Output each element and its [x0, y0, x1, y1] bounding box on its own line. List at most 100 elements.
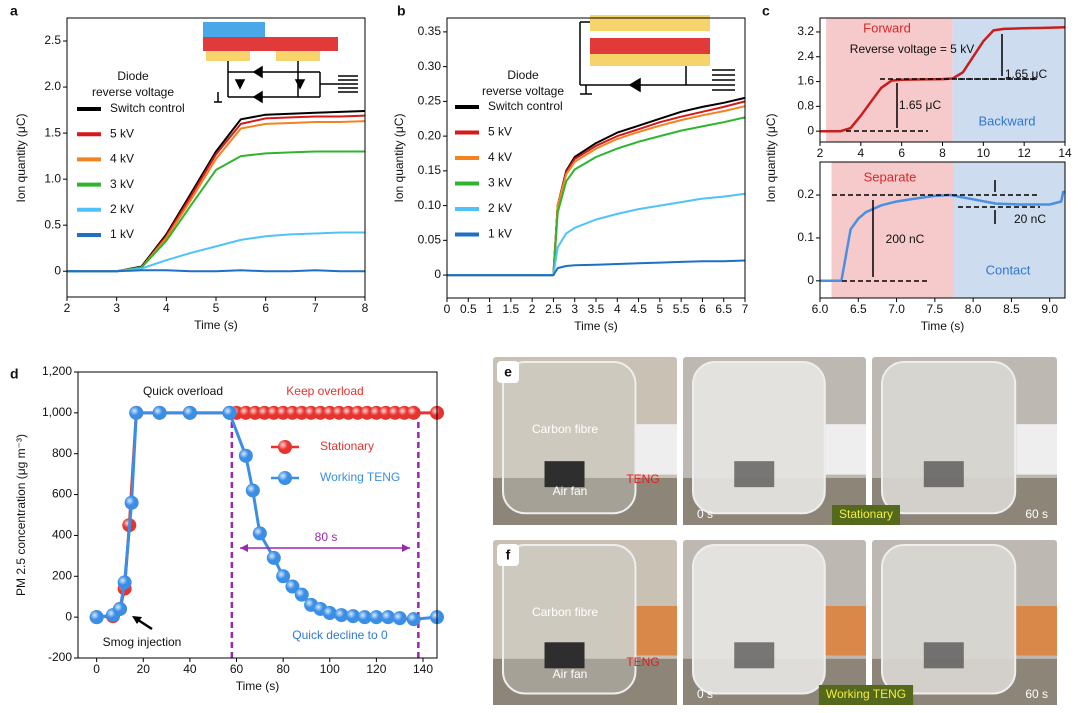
- panel-label: a: [10, 3, 18, 19]
- jar: [502, 544, 637, 695]
- y-tick-label: 3.2: [797, 24, 814, 38]
- x-tick-label: 140: [413, 662, 433, 676]
- x-tick-label: 9.0: [1041, 302, 1058, 316]
- y-tick-label: 0.1: [797, 230, 814, 244]
- plot-frame: [819, 17, 1066, 143]
- x-tick-label: 2.5: [545, 302, 562, 316]
- series-line: [96, 411, 437, 619]
- x-tick-label: 7: [312, 301, 319, 315]
- annotation: 20 nC: [1014, 212, 1046, 226]
- y-tick-label: 800: [52, 446, 72, 460]
- point-highlight: [393, 611, 407, 625]
- point-highlight: [334, 608, 348, 622]
- x-tick-label: 40: [183, 662, 197, 676]
- y-tick-label: 0.15: [418, 163, 442, 177]
- device: [636, 606, 677, 656]
- photo-label: Carbon fibre: [532, 422, 598, 436]
- series-line: [820, 26, 1066, 133]
- y-axis-label: PM 2.5 concentration (μg m⁻³): [14, 434, 28, 596]
- legend-label: 1 kV: [110, 227, 134, 241]
- panel-label: f: [506, 547, 511, 563]
- point-highlight: [267, 551, 281, 565]
- device: [825, 424, 866, 475]
- legend-label: 4 kV: [488, 150, 512, 164]
- photo-table: [493, 658, 677, 705]
- point-highlight: [381, 610, 395, 624]
- y-axis-label: Ion quantity (μC): [392, 114, 406, 203]
- x-tick-label: 3: [571, 302, 578, 316]
- plot-frame: [66, 17, 366, 298]
- plot-frame: [77, 371, 438, 659]
- x-axis-label: Time (s): [194, 318, 238, 332]
- x-tick-label: 2: [529, 302, 536, 316]
- legend-label: 3 kV: [488, 176, 512, 190]
- x-tick-label: 80: [276, 662, 290, 676]
- y-tick-label: 1.6: [797, 74, 814, 88]
- annotation: 200 nC: [886, 232, 925, 246]
- point-highlight: [246, 483, 260, 497]
- legend-label: 1 kV: [488, 227, 512, 241]
- plot-frame: [446, 17, 746, 299]
- label-box: [497, 544, 519, 566]
- annotation: 1.65 μC: [1005, 67, 1048, 81]
- point-highlight: [125, 496, 139, 510]
- legend-label: 5 kV: [110, 126, 134, 140]
- legend-swatch: [278, 440, 292, 454]
- y-tick-label: -200: [48, 650, 72, 664]
- panel-label: e: [504, 364, 512, 380]
- x-tick-label: 5: [657, 302, 664, 316]
- point-highlight: [295, 588, 309, 602]
- legend-title: reverse voltage: [482, 84, 564, 98]
- point-highlight: [113, 602, 127, 616]
- x-tick-label: 8: [362, 301, 369, 315]
- series-line: [447, 116, 746, 277]
- x-axis-label: Time (s): [921, 319, 965, 333]
- legend-title: reverse voltage: [92, 85, 174, 99]
- jar: [692, 361, 826, 515]
- point-highlight: [407, 612, 421, 626]
- legend-label: 2 kV: [488, 201, 512, 215]
- y-tick-label: 0.25: [418, 94, 442, 108]
- x-tick-label: 7: [742, 302, 749, 316]
- y-tick-label: 0: [434, 267, 441, 281]
- x-tick-label: 3.5: [588, 302, 605, 316]
- region-label: Forward: [863, 20, 911, 35]
- y-tick-label: 400: [52, 528, 72, 542]
- point-highlight: [346, 609, 360, 623]
- legend-label: Working TENG: [320, 470, 400, 484]
- x-tick-label: 7.5: [927, 302, 944, 316]
- series-line: [67, 231, 365, 273]
- inset-circuit-a: [203, 22, 358, 104]
- y-tick-label: 600: [52, 487, 72, 501]
- point-highlight: [153, 406, 167, 420]
- x-tick-label: 2: [817, 146, 824, 160]
- y-tick-label: 0: [807, 123, 814, 137]
- y-tick-label: 0: [54, 263, 61, 277]
- y-tick-label: 1,200: [42, 364, 72, 378]
- photo-label: TENG: [626, 472, 659, 486]
- x-tick-label: 6: [699, 302, 706, 316]
- panel-label: d: [10, 366, 19, 382]
- x-tick-label: 3: [113, 301, 120, 315]
- annotation: Quick decline to 0: [292, 628, 388, 642]
- series-line: [67, 120, 366, 273]
- region-label: Separate: [864, 169, 917, 184]
- point-highlight: [276, 569, 290, 583]
- fan: [544, 642, 585, 669]
- fan: [923, 642, 964, 669]
- x-tick-label: 20: [137, 662, 151, 676]
- y-tick-label: 2.0: [44, 79, 61, 93]
- photo-label: Carbon fibre: [532, 605, 598, 619]
- x-tick-label: 0: [444, 302, 451, 316]
- time-label: 0 s: [697, 687, 713, 701]
- x-tick-label: 4: [857, 146, 864, 160]
- y-tick-label: 0.05: [418, 233, 442, 247]
- annotation: Quick overload: [143, 384, 223, 398]
- annotation: Smog injection: [103, 635, 182, 649]
- x-tick-label: 5.5: [673, 302, 690, 316]
- y-tick-label: 0: [65, 609, 72, 623]
- panel-label: c: [762, 3, 770, 19]
- x-tick-label: 4: [614, 302, 621, 316]
- y-tick-label: 1.0: [44, 171, 61, 185]
- jar: [881, 361, 1017, 515]
